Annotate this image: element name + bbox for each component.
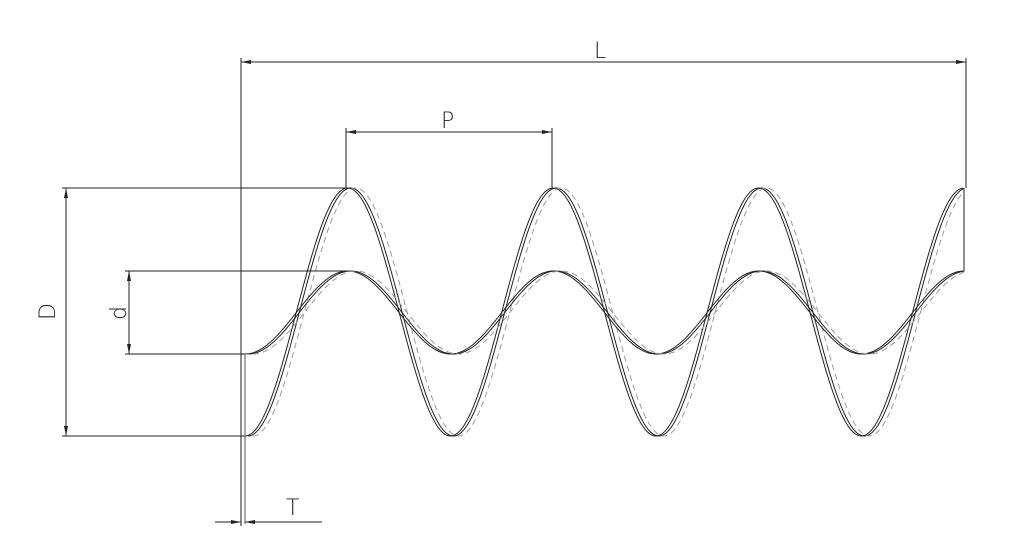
thickness-dimension bbox=[215, 188, 965, 524]
outer-diameter-dimension bbox=[62, 187, 346, 437]
inner-diameter-label: d bbox=[107, 306, 132, 320]
inner-hidden-curve bbox=[252, 270, 965, 355]
outer-edge-curve bbox=[244, 187, 964, 437]
inner-edge-curve-back bbox=[247, 270, 965, 355]
length-label: L bbox=[594, 39, 606, 64]
inner-edge-curve bbox=[244, 270, 964, 355]
outer-hidden-curve bbox=[252, 187, 965, 437]
inner-diameter-dimension bbox=[125, 270, 346, 355]
thickness-label: T bbox=[286, 496, 299, 521]
pitch-label: P bbox=[441, 109, 454, 134]
helix-curves bbox=[244, 187, 965, 437]
outer-edge-curve-back bbox=[247, 187, 965, 437]
outer-diameter-label: D bbox=[36, 303, 61, 320]
pitch-dimension bbox=[345, 128, 553, 188]
length-dimension bbox=[240, 58, 967, 526]
